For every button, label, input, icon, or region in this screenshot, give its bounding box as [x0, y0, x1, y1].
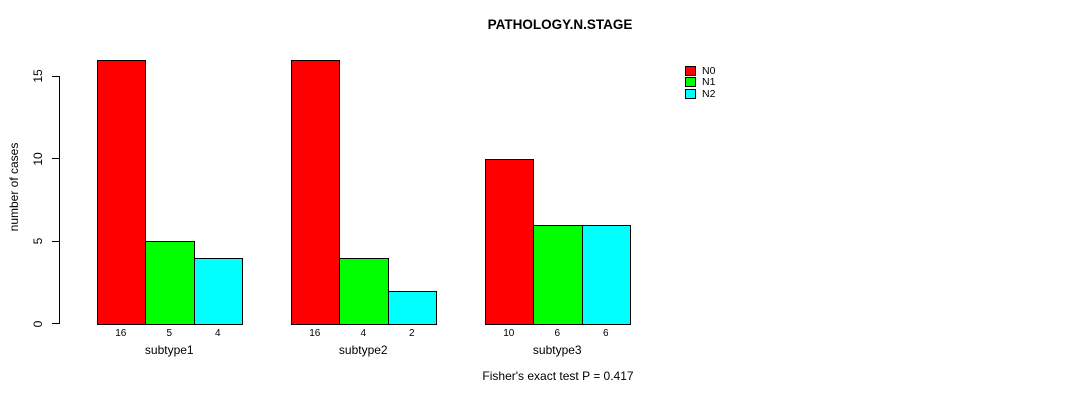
- x-category-label: subtype2: [338, 343, 388, 357]
- y-tick-label: 10: [31, 151, 45, 166]
- bar-n1-subtype3: [533, 224, 583, 325]
- bar-n2-subtype3: [581, 224, 631, 325]
- legend-swatch-n1: [685, 77, 696, 88]
- bar-n2-subtype2: [387, 290, 437, 325]
- legend-entry: N0: [685, 65, 715, 77]
- bar-value-label: 4: [214, 328, 221, 339]
- y-tick: [52, 240, 59, 242]
- bar-n1-subtype1: [145, 241, 195, 325]
- legend-label: N2: [702, 87, 716, 100]
- y-axis-line: [59, 76, 60, 324]
- bar-value-label: 16: [115, 328, 127, 339]
- legend-swatch-n0: [685, 65, 696, 76]
- x-category-label: subtype1: [144, 343, 194, 357]
- bar-n0-subtype3: [484, 158, 534, 325]
- bar-value-label: 10: [503, 328, 515, 339]
- y-tick: [52, 75, 59, 77]
- bar-value-label: 6: [602, 328, 609, 339]
- y-tick-label: 15: [31, 69, 45, 83]
- footer-annotation: Fisher's exact test P = 0.417: [482, 369, 634, 383]
- y-axis-label: number of cases: [7, 142, 21, 232]
- legend-label: N0: [702, 64, 716, 77]
- legend: N0 N1 N2: [685, 65, 715, 100]
- x-category-label: subtype3: [532, 343, 582, 357]
- y-tick-label: 5: [31, 237, 45, 245]
- bar-value-label: 5: [166, 328, 173, 339]
- bar-value-label: 16: [309, 328, 321, 339]
- bar-value-label: 2: [408, 328, 415, 339]
- bar-value-label: 4: [360, 328, 367, 339]
- bar-n2-subtype1: [193, 257, 243, 325]
- legend-label: N1: [702, 76, 716, 89]
- chart-title: PATHOLOGY.N.STAGE: [487, 17, 633, 32]
- y-tick: [52, 323, 59, 324]
- bar-n1-subtype2: [339, 257, 389, 325]
- y-tick-label: 0: [31, 320, 45, 327]
- bar-n0-subtype2: [290, 59, 340, 325]
- y-tick: [52, 158, 59, 159]
- legend-entry: N1: [685, 76, 716, 89]
- bar-n0-subtype1: [96, 59, 146, 325]
- bar-value-label: 6: [554, 328, 561, 339]
- legend-swatch-n2: [685, 88, 696, 99]
- legend-entry: N2: [685, 88, 715, 100]
